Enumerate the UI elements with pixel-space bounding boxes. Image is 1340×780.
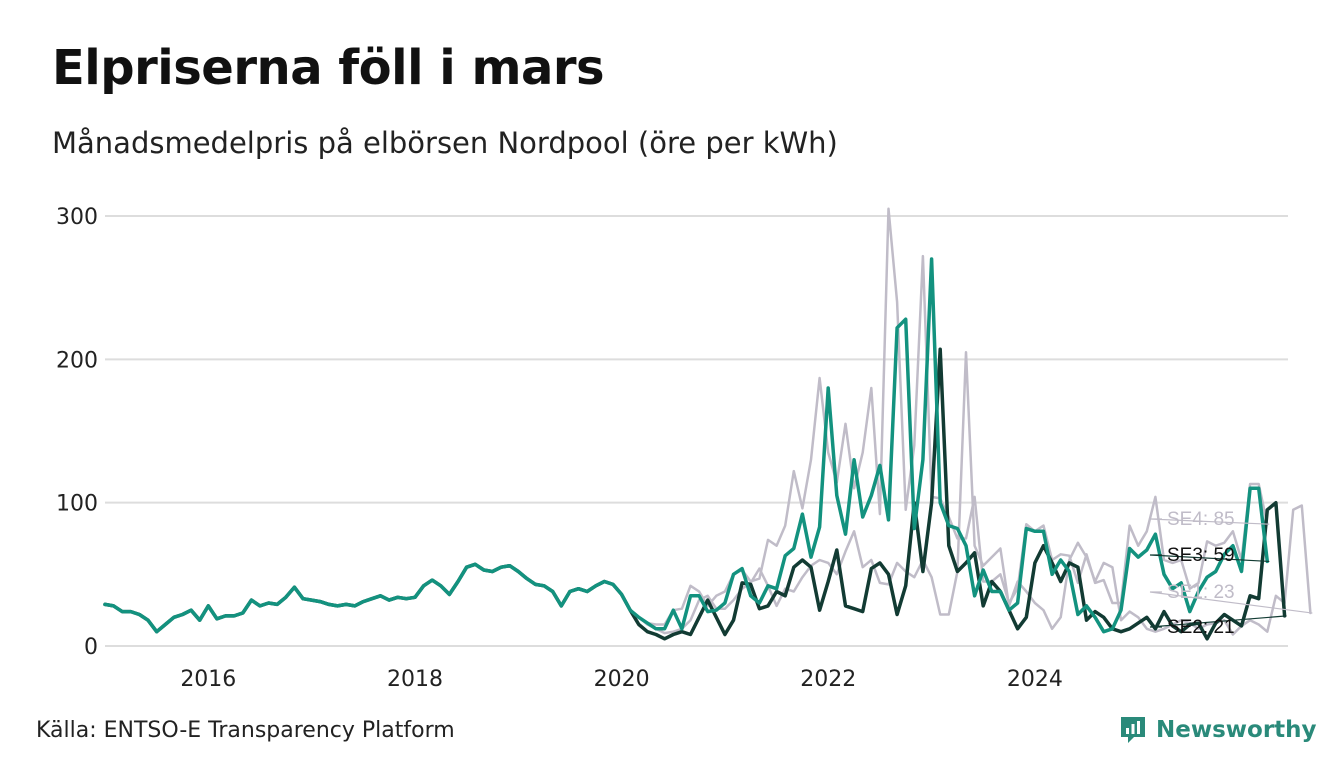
end-label-se2: SE2: 21: [1167, 617, 1235, 638]
x-tick-label-2024: 2024: [1007, 667, 1063, 692]
end-label-se3: SE3: 59: [1167, 545, 1235, 566]
leader-line-se3: [1149, 554, 1270, 563]
newsworthy-logo[interactable]: Newsworthy: [1118, 714, 1317, 746]
series-line-se1: [103, 350, 1312, 636]
end-labels: SE4: 85 SE3: 59 SE1: 23 SE2: 21: [1149, 509, 1313, 638]
end-label-se1: SE1: 23: [1167, 582, 1235, 603]
series-line-se4: [103, 207, 1269, 633]
y-axis-ticks: 0 100 200 300: [56, 205, 98, 660]
x-tick-label-2020: 2020: [594, 667, 650, 692]
y-tick-label-100: 100: [56, 492, 98, 517]
grid-lines: [105, 215, 1288, 647]
series-line-se3: [103, 257, 1270, 634]
y-tick-label-0: 0: [84, 635, 98, 660]
x-tick-label-2018: 2018: [387, 667, 443, 692]
series-lines: [103, 207, 1312, 641]
leader-line-se4: [1149, 518, 1270, 525]
x-tick-label-2016: 2016: [180, 667, 236, 692]
chart-title: Elpriserna föll i mars: [52, 40, 605, 96]
y-tick-label-300: 300: [56, 205, 98, 230]
leader-line-se1: [1149, 591, 1313, 614]
end-label-se4: SE4: 85: [1167, 509, 1235, 530]
brand-name: Newsworthy: [1156, 717, 1317, 743]
y-tick-label-200: 200: [56, 348, 98, 373]
source-note: Källa: ENTSO-E Transparency Platform: [36, 718, 455, 743]
x-tick-label-2022: 2022: [800, 667, 856, 692]
leader-line-se2: [1149, 615, 1287, 628]
newsworthy-logo-icon: [1121, 717, 1145, 743]
chart-subtitle: Månadsmedelpris på elbörsen Nordpool (ör…: [52, 126, 838, 160]
x-axis-ticks: 2016 2018 2020 2022 2024: [180, 667, 1063, 692]
